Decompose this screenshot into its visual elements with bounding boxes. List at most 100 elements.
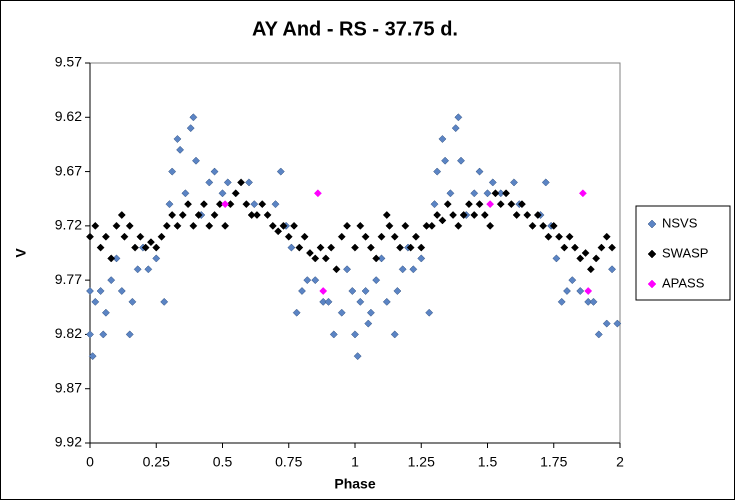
point bbox=[131, 243, 140, 252]
point bbox=[237, 178, 246, 187]
point bbox=[215, 200, 224, 209]
point bbox=[507, 200, 516, 209]
point bbox=[411, 232, 420, 241]
point bbox=[247, 211, 256, 219]
point bbox=[332, 265, 341, 274]
point bbox=[168, 211, 177, 219]
point bbox=[107, 254, 116, 263]
x-tick-label: 1.5 bbox=[478, 454, 498, 470]
point bbox=[300, 232, 309, 241]
point bbox=[337, 308, 346, 317]
point bbox=[613, 319, 622, 328]
point bbox=[597, 243, 606, 252]
point bbox=[160, 297, 169, 306]
legend-marker bbox=[647, 249, 657, 259]
point bbox=[311, 254, 320, 263]
point bbox=[112, 221, 121, 230]
y-tick-label: 9.77 bbox=[55, 271, 82, 287]
point bbox=[361, 232, 370, 241]
point bbox=[327, 243, 336, 252]
point bbox=[298, 287, 306, 295]
point bbox=[101, 308, 110, 317]
point bbox=[496, 200, 505, 209]
point bbox=[173, 221, 182, 230]
point bbox=[168, 167, 177, 176]
point bbox=[96, 243, 105, 252]
legend-marker bbox=[647, 219, 657, 229]
point bbox=[141, 243, 150, 252]
point bbox=[425, 308, 434, 317]
point bbox=[390, 330, 399, 339]
point bbox=[120, 232, 129, 241]
y-tick-label: 9.57 bbox=[55, 54, 82, 70]
point bbox=[457, 156, 465, 165]
point bbox=[343, 265, 352, 274]
point bbox=[284, 232, 293, 241]
point bbox=[186, 124, 195, 133]
point bbox=[128, 297, 137, 306]
point bbox=[475, 200, 484, 209]
point bbox=[464, 200, 473, 209]
point bbox=[144, 265, 153, 274]
point bbox=[319, 297, 328, 306]
point bbox=[337, 232, 346, 241]
point bbox=[88, 352, 97, 361]
x-tick-label: 0 bbox=[86, 454, 94, 470]
point bbox=[592, 254, 601, 263]
point bbox=[364, 319, 373, 328]
point bbox=[451, 124, 460, 133]
point bbox=[86, 330, 94, 339]
point bbox=[555, 232, 564, 241]
point bbox=[313, 189, 322, 198]
point bbox=[443, 200, 452, 209]
point bbox=[276, 167, 285, 176]
point bbox=[539, 221, 548, 230]
point bbox=[165, 200, 174, 209]
y-tick-label: 9.72 bbox=[55, 217, 82, 233]
point bbox=[173, 135, 182, 143]
point bbox=[417, 243, 426, 252]
y-tick-label: 9.82 bbox=[55, 325, 82, 341]
point bbox=[372, 276, 381, 285]
point bbox=[409, 265, 418, 274]
x-tick-label: 1 bbox=[351, 454, 359, 470]
point bbox=[245, 178, 253, 187]
point bbox=[96, 287, 105, 295]
point bbox=[427, 221, 436, 230]
point bbox=[274, 227, 283, 236]
y-axis-label: V bbox=[13, 248, 29, 258]
point bbox=[353, 352, 362, 361]
x-tick-label: 2 bbox=[616, 454, 624, 470]
point bbox=[552, 254, 561, 263]
point bbox=[382, 297, 391, 306]
point bbox=[351, 243, 359, 252]
point bbox=[205, 221, 214, 230]
point bbox=[192, 156, 200, 165]
point bbox=[422, 221, 431, 230]
point bbox=[594, 330, 603, 339]
point bbox=[295, 243, 304, 252]
point bbox=[470, 189, 479, 198]
chart-title: AY And - RS - 37.75 d. bbox=[252, 18, 458, 40]
point bbox=[430, 200, 439, 209]
point bbox=[226, 200, 235, 209]
point bbox=[189, 221, 198, 230]
point bbox=[125, 330, 134, 339]
point bbox=[184, 200, 193, 209]
point bbox=[152, 243, 161, 252]
point bbox=[343, 221, 352, 230]
point bbox=[486, 221, 495, 230]
point bbox=[584, 297, 593, 306]
point bbox=[491, 189, 500, 198]
point bbox=[146, 238, 155, 247]
point bbox=[181, 189, 190, 198]
y-tick-label: 9.92 bbox=[55, 434, 82, 450]
point bbox=[101, 232, 110, 241]
point bbox=[252, 211, 261, 219]
point bbox=[290, 221, 299, 230]
point bbox=[125, 221, 134, 230]
point bbox=[152, 254, 161, 263]
point bbox=[517, 200, 526, 209]
point bbox=[608, 243, 617, 252]
point bbox=[210, 167, 219, 176]
